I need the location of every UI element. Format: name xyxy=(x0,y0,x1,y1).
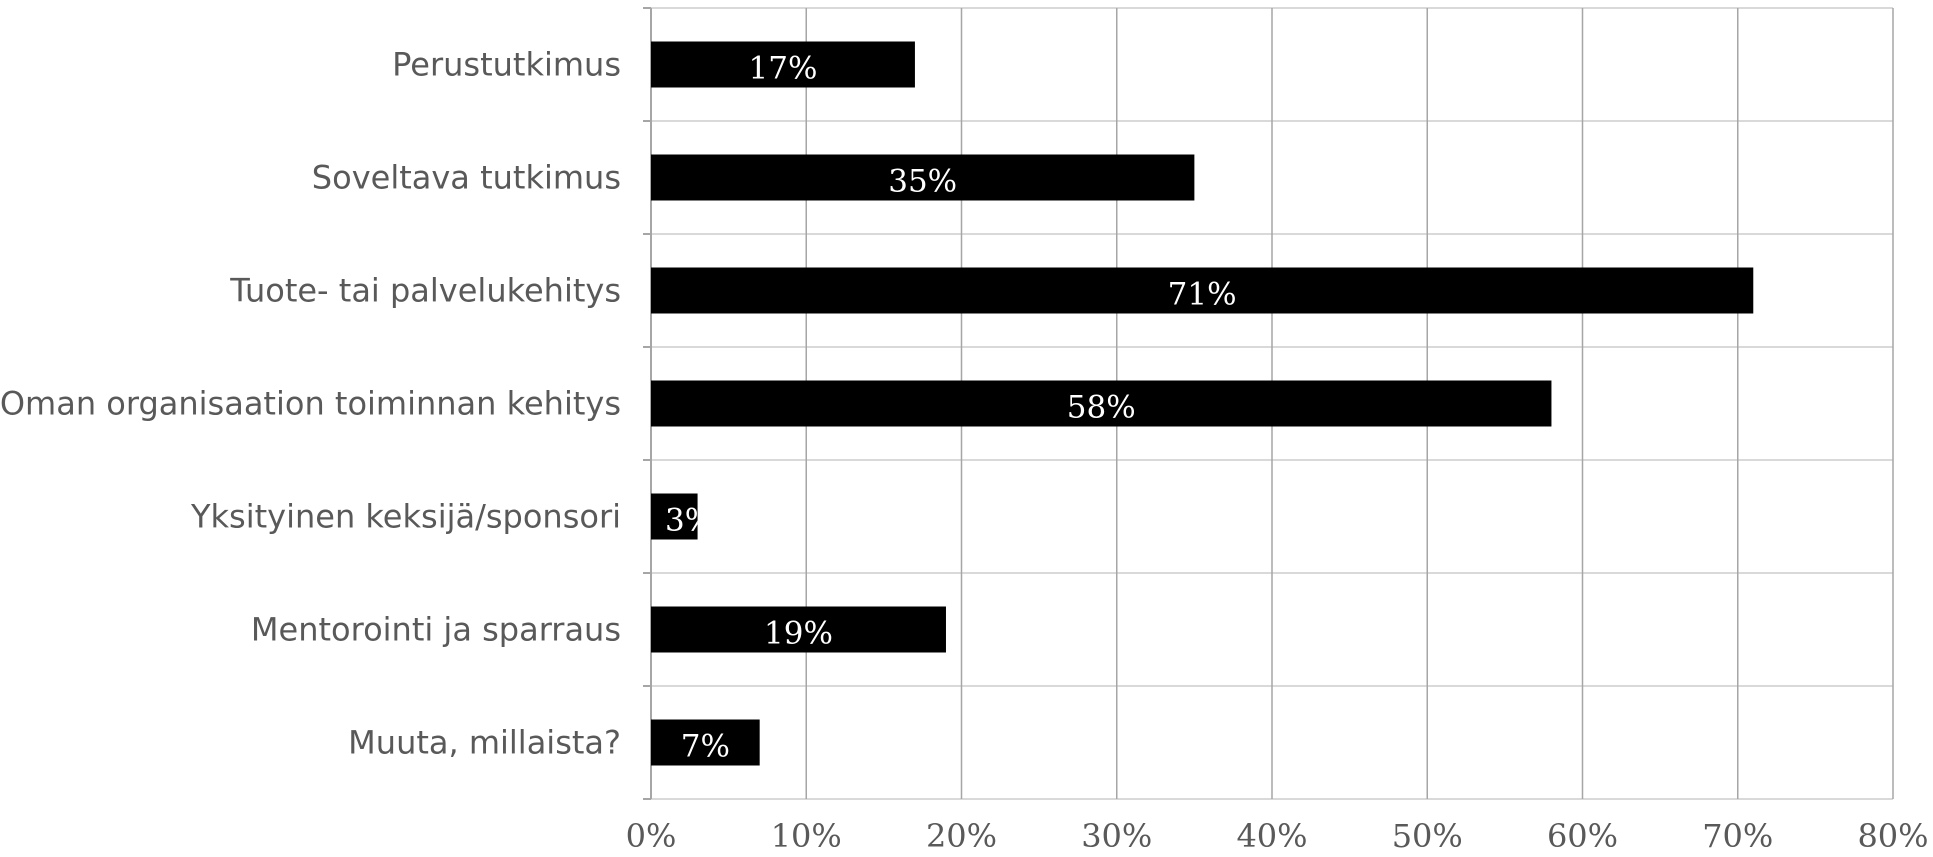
x-tick-label: 50% xyxy=(1392,817,1463,855)
bar xyxy=(651,380,1552,427)
data-label: 17% xyxy=(749,51,818,87)
category-label: Tuote- tai palvelukehitys xyxy=(229,272,621,310)
category-label: Mentorointi ja sparraus xyxy=(251,611,621,649)
bar xyxy=(651,606,946,653)
data-label: 58% xyxy=(1067,390,1136,426)
data-label: 19% xyxy=(764,616,833,652)
category-label: Yksityinen keksijä/sponsori xyxy=(190,498,621,536)
category-label: Oman organisaation toiminnan kehitys xyxy=(0,385,621,423)
category-label: Muuta, millaista? xyxy=(348,724,621,762)
x-tick-label: 60% xyxy=(1547,817,1618,855)
category-label: Perustutkimus xyxy=(392,46,621,84)
x-tick-label: 30% xyxy=(1081,817,1152,855)
category-label: Soveltava tutkimus xyxy=(312,159,621,197)
bar xyxy=(651,41,915,88)
bar xyxy=(651,267,1754,314)
data-label: 35% xyxy=(888,164,957,200)
x-tick-label: 40% xyxy=(1236,817,1307,855)
x-tick-label: 80% xyxy=(1857,817,1928,855)
x-tick-label: 70% xyxy=(1702,817,1773,855)
data-label: 71% xyxy=(1168,277,1237,313)
bar xyxy=(651,154,1195,201)
x-tick-label: 10% xyxy=(771,817,842,855)
bar xyxy=(651,493,698,540)
data-label: 3% xyxy=(665,503,714,539)
data-label: 7% xyxy=(681,729,730,765)
bar xyxy=(651,719,760,766)
x-tick-label: 20% xyxy=(926,817,997,855)
x-tick-label: 0% xyxy=(626,817,677,855)
